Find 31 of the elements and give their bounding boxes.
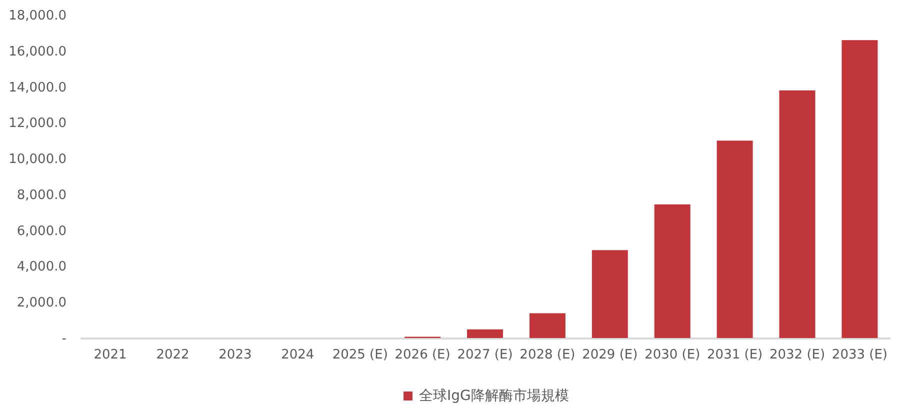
bar — [592, 250, 628, 338]
bar — [779, 90, 816, 338]
y-tick-label: 4,000.0 — [16, 260, 66, 275]
x-tick-label: 2025 (E) — [332, 348, 388, 362]
y-tick-label: 18,000.0 — [8, 8, 66, 24]
bar — [467, 329, 503, 338]
y-tick-label: 10,000.0 — [8, 152, 66, 168]
x-tick-label: 2022 — [156, 348, 190, 362]
bar — [716, 140, 753, 338]
bar — [529, 313, 566, 338]
x-tick-label: 2032 (E) — [769, 348, 826, 362]
x-tick-label: 2030 (E) — [644, 348, 700, 362]
y-tick-label: 2,000.0 — [16, 296, 66, 311]
x-tick-label: 2028 (E) — [520, 348, 576, 362]
bar — [654, 204, 690, 338]
x-tick-label: 2024 — [281, 348, 314, 362]
y-tick-label: 8,000.0 — [16, 188, 66, 203]
x-tick-label: 2026 (E) — [394, 348, 450, 362]
y-tick-label: 12,000.0 — [8, 116, 66, 132]
y-tick-label: - — [62, 332, 67, 346]
y-tick-label: 6,000.0 — [16, 224, 66, 239]
legend-label: 全球IgG降解酶市場規模 — [419, 388, 569, 404]
x-tick-label: 2021 — [94, 348, 127, 362]
y-tick-label: 16,000.0 — [8, 44, 66, 60]
x-tick-label: 2029 (E) — [582, 348, 638, 362]
y-tick-label: 14,000.0 — [8, 80, 66, 96]
x-tick-label: 2023 — [218, 348, 252, 362]
x-tick-label: 2033 (E) — [832, 348, 888, 362]
x-tick-label: 2027 (E) — [457, 348, 513, 362]
x-tick-label: 2031 (E) — [707, 348, 763, 362]
bar — [842, 40, 878, 338]
